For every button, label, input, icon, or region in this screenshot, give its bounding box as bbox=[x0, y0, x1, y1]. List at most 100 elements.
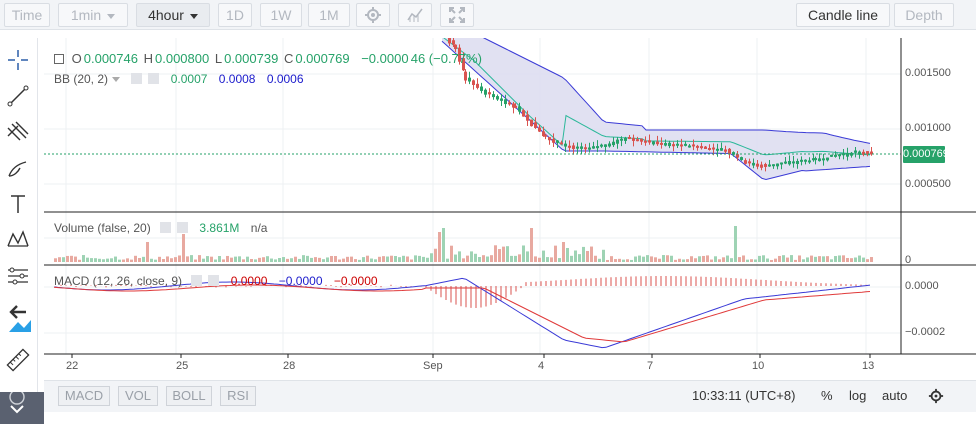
boll-button[interactable]: BOLL bbox=[166, 386, 212, 406]
volume-bar bbox=[478, 257, 481, 262]
candle-body bbox=[596, 146, 599, 149]
crosshair-tool[interactable] bbox=[4, 46, 32, 74]
volume-bar bbox=[746, 259, 749, 262]
volume-bar bbox=[102, 259, 105, 262]
macd-button[interactable]: MACD bbox=[58, 386, 110, 406]
close-icon[interactable] bbox=[177, 222, 189, 233]
fullscreen-button[interactable] bbox=[440, 3, 474, 27]
volume-bar bbox=[74, 256, 77, 262]
depth-button[interactable]: Depth bbox=[894, 3, 954, 27]
brush-tool[interactable] bbox=[4, 154, 32, 182]
candle-body bbox=[624, 137, 627, 141]
back-tool[interactable] bbox=[4, 298, 32, 326]
volume-bar bbox=[822, 256, 825, 262]
volume-bar bbox=[474, 253, 477, 262]
volume-bar bbox=[718, 259, 721, 262]
time-button[interactable]: Time bbox=[4, 3, 50, 27]
volume-bar bbox=[194, 259, 197, 262]
volume-bar bbox=[390, 255, 393, 262]
interval-1min-label: 1min bbox=[70, 7, 102, 23]
volume-bar bbox=[310, 257, 313, 262]
candle-body bbox=[808, 160, 811, 163]
gear-icon[interactable] bbox=[131, 73, 143, 84]
volume-bar bbox=[414, 255, 417, 262]
price-chart[interactable] bbox=[44, 38, 976, 376]
volume-bar bbox=[658, 258, 661, 262]
gear-icon[interactable] bbox=[928, 388, 944, 404]
candle-body bbox=[518, 106, 521, 112]
gear-icon bbox=[365, 7, 381, 23]
volume-bar bbox=[706, 255, 709, 262]
fib-tool[interactable] bbox=[4, 262, 32, 290]
volume-bar bbox=[178, 255, 181, 262]
chart-area[interactable]: O 0.000746 H 0.000800 L 0.000739 C 0.000769 … bbox=[44, 38, 976, 376]
percent-toggle[interactable]: % bbox=[821, 388, 833, 403]
indicators-button[interactable] bbox=[398, 3, 432, 27]
log-toggle[interactable]: log bbox=[849, 388, 867, 403]
volume-bar bbox=[106, 258, 109, 262]
volume-bar bbox=[98, 258, 101, 262]
vol-button[interactable]: VOL bbox=[118, 386, 158, 406]
candle-body bbox=[452, 40, 455, 45]
candle-body bbox=[484, 89, 487, 95]
chevron-down-icon bbox=[107, 13, 116, 19]
candle-line-button[interactable]: Candle line bbox=[796, 3, 890, 27]
candle-body bbox=[870, 151, 873, 155]
volume-bar bbox=[202, 258, 205, 262]
gear-icon[interactable] bbox=[191, 275, 203, 286]
candle-body bbox=[788, 161, 791, 165]
auto-toggle[interactable]: auto bbox=[882, 388, 908, 403]
collapse-icon[interactable] bbox=[54, 54, 64, 64]
pitchfork-tool[interactable] bbox=[4, 118, 32, 146]
candle-body bbox=[812, 158, 815, 161]
candle-body bbox=[772, 164, 775, 167]
candle-body bbox=[838, 154, 841, 157]
volume-bar bbox=[538, 257, 541, 262]
volume-bar bbox=[134, 255, 137, 262]
bollinger-upper-line bbox=[482, 38, 871, 144]
volume-bar bbox=[862, 257, 865, 262]
volume-bar bbox=[666, 255, 669, 262]
trend-line-tool[interactable] bbox=[4, 82, 32, 110]
candle-body bbox=[548, 137, 551, 141]
candle-body bbox=[784, 161, 787, 164]
candle-body bbox=[854, 150, 857, 153]
candle-body bbox=[732, 152, 735, 155]
volume-bar bbox=[246, 256, 249, 262]
volume-bar bbox=[778, 255, 781, 262]
volume-bar bbox=[490, 255, 493, 262]
volume-bar bbox=[866, 259, 869, 262]
close-icon[interactable] bbox=[208, 275, 220, 286]
volume-bar bbox=[678, 258, 681, 262]
volume-bar bbox=[242, 259, 245, 262]
interval-1d-button[interactable]: 1D bbox=[218, 3, 252, 27]
volume-bar bbox=[850, 258, 853, 262]
ruler-tool[interactable] bbox=[4, 346, 32, 374]
candle-body bbox=[632, 137, 635, 141]
pattern-tool[interactable] bbox=[4, 226, 32, 254]
volume-bar bbox=[282, 257, 285, 262]
chevron-down-icon[interactable] bbox=[112, 77, 121, 83]
gear-icon[interactable] bbox=[160, 222, 172, 233]
volume-bar bbox=[530, 228, 533, 262]
interval-1w-button[interactable]: 1W bbox=[260, 3, 302, 27]
volume-bar bbox=[314, 257, 317, 262]
text-tool[interactable] bbox=[4, 190, 32, 218]
volume-bar bbox=[450, 245, 453, 262]
candle-body bbox=[458, 47, 461, 62]
candle-body bbox=[712, 147, 715, 150]
candle-body bbox=[480, 86, 483, 91]
toolbar-collapse[interactable] bbox=[0, 389, 44, 424]
settings-button[interactable] bbox=[356, 3, 390, 27]
interval-1min-dropdown[interactable]: 1min bbox=[58, 3, 128, 27]
interval-1m-button[interactable]: 1M bbox=[308, 3, 350, 27]
interval-4hour-dropdown[interactable]: 4hour bbox=[136, 3, 210, 27]
volume-bar bbox=[382, 256, 385, 262]
volume-bar bbox=[798, 255, 801, 262]
candle-body bbox=[652, 141, 655, 145]
rsi-button[interactable]: RSI bbox=[220, 386, 256, 406]
pattern-icon bbox=[7, 230, 29, 247]
volume-bar bbox=[318, 257, 321, 262]
close-icon[interactable] bbox=[148, 73, 160, 84]
volume-bar bbox=[782, 255, 785, 262]
